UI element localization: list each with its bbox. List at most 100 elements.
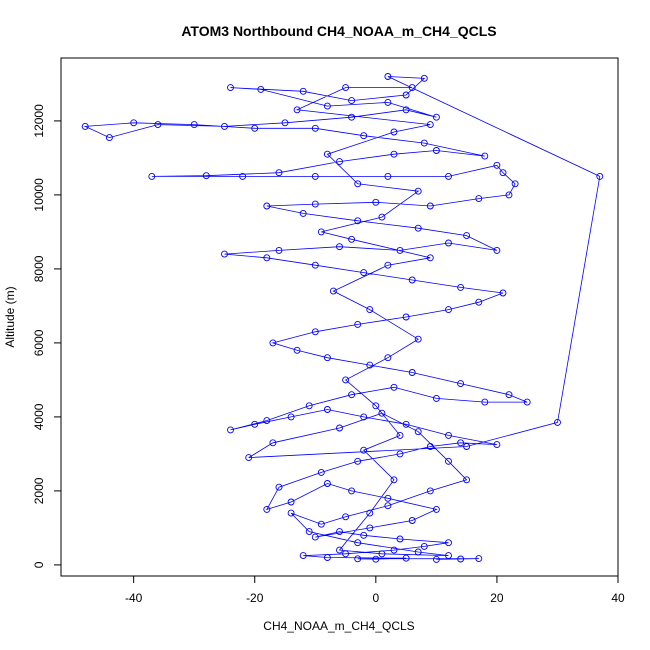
- y-tick-label: 6000: [32, 329, 46, 356]
- data-point: [366, 306, 374, 314]
- data-point: [445, 539, 452, 547]
- data-point: [311, 172, 319, 180]
- data-point: [287, 498, 295, 506]
- data-point: [293, 106, 301, 114]
- data-point: [323, 406, 331, 413]
- data-point: [354, 217, 362, 225]
- y-tick-label: 4000: [32, 403, 46, 430]
- data-point: [348, 235, 356, 243]
- data-point: [414, 548, 422, 556]
- data-point: [275, 483, 283, 491]
- data-point: [130, 119, 138, 127]
- data-point: [293, 346, 301, 354]
- data-series: [81, 73, 604, 563]
- data-point: [378, 409, 386, 417]
- data-point: [384, 73, 392, 80]
- data-point: [390, 128, 398, 136]
- data-point: [287, 413, 295, 421]
- data-point: [366, 361, 374, 369]
- data-point: [263, 417, 271, 425]
- y-axis-label: Altitude (m): [3, 286, 17, 347]
- data-point: [390, 546, 398, 554]
- data-point: [481, 398, 489, 406]
- data-point: [281, 119, 289, 127]
- data-point: [323, 480, 331, 487]
- plot-frame: [60, 57, 619, 577]
- data-point: [414, 187, 422, 195]
- data-point: [463, 476, 471, 484]
- data-point: [221, 122, 228, 130]
- data-point: [323, 102, 331, 110]
- data-point: [311, 533, 319, 541]
- data-point: [408, 369, 416, 376]
- data-point: [148, 172, 156, 180]
- data-point: [287, 509, 295, 517]
- data-point: [257, 85, 265, 93]
- x-axis-label: CH4_NOAA_m_CH4_QCLS: [263, 619, 414, 633]
- data-point: [336, 528, 343, 536]
- data-point: [360, 413, 368, 421]
- data-point: [360, 531, 368, 539]
- data-point: [269, 439, 277, 447]
- data-point: [366, 509, 374, 517]
- data-point: [372, 198, 380, 206]
- data-point: [432, 394, 440, 402]
- data-point: [457, 380, 465, 388]
- data-point: [366, 524, 374, 532]
- data-point: [420, 139, 428, 147]
- data-point: [81, 122, 89, 130]
- data-point: [414, 224, 422, 232]
- data-point: [493, 161, 501, 169]
- data-point: [227, 84, 234, 92]
- data-point: [221, 250, 228, 258]
- data-point: [154, 121, 162, 129]
- data-point: [245, 454, 253, 462]
- data-point: [420, 74, 428, 82]
- data-point: [426, 443, 434, 450]
- data-point: [299, 87, 307, 95]
- data-point: [523, 398, 531, 406]
- data-point: [269, 339, 277, 347]
- data-point: [275, 169, 283, 177]
- data-point: [311, 261, 319, 269]
- data-point: [384, 98, 392, 106]
- data-point: [432, 555, 440, 563]
- data-point: [493, 246, 501, 254]
- chart-title: ATOM3 Northbound CH4_NOAA_m_CH4_QCLS: [181, 23, 496, 39]
- data-point: [299, 552, 307, 560]
- data-point: [354, 320, 362, 328]
- data-point: [396, 535, 404, 543]
- data-point: [384, 494, 392, 502]
- data-point: [505, 391, 513, 399]
- data-point: [463, 232, 471, 240]
- x-tick-label: -20: [246, 591, 264, 605]
- data-point: [475, 298, 483, 306]
- data-point: [372, 555, 380, 563]
- data-point: [426, 487, 434, 495]
- data-point: [275, 246, 283, 254]
- data-point: [457, 555, 465, 563]
- data-point: [445, 306, 452, 314]
- data-point: [348, 113, 356, 121]
- data-point: [372, 402, 380, 410]
- data-point: [360, 269, 368, 277]
- data-point: [239, 172, 247, 180]
- data-point: [354, 555, 362, 563]
- x-axis: -40 -20 0 20 40: [125, 575, 625, 605]
- data-point: [336, 243, 343, 251]
- data-point: [493, 441, 501, 449]
- data-point: [554, 418, 561, 426]
- data-point: [329, 287, 337, 295]
- data-point: [457, 283, 465, 291]
- data-point: [432, 147, 440, 154]
- data-point: [348, 97, 356, 105]
- data-point: [390, 383, 398, 391]
- data-point: [336, 158, 343, 166]
- data-point: [323, 554, 331, 561]
- data-point: [408, 84, 416, 92]
- data-point: [445, 457, 452, 465]
- y-tick-label: 12000: [32, 104, 46, 138]
- data-point: [445, 431, 452, 439]
- data-point: [414, 428, 422, 436]
